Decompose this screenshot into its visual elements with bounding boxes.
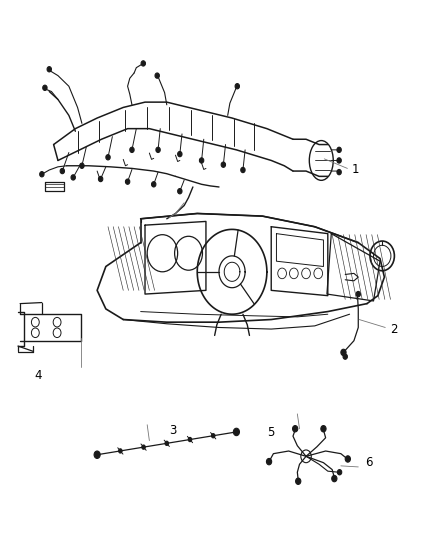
Circle shape xyxy=(293,425,298,432)
Circle shape xyxy=(241,167,245,173)
Circle shape xyxy=(337,158,341,163)
Text: 2: 2 xyxy=(390,322,398,336)
Circle shape xyxy=(343,354,347,359)
Circle shape xyxy=(40,172,44,177)
Circle shape xyxy=(337,169,341,175)
Circle shape xyxy=(141,61,145,66)
Text: 1: 1 xyxy=(352,164,359,176)
Circle shape xyxy=(106,155,110,160)
Circle shape xyxy=(152,182,156,187)
Circle shape xyxy=(178,151,182,157)
Circle shape xyxy=(47,67,51,72)
Circle shape xyxy=(266,458,272,465)
Circle shape xyxy=(99,176,103,182)
Text: 5: 5 xyxy=(268,426,275,439)
Circle shape xyxy=(119,449,122,453)
Circle shape xyxy=(332,475,337,482)
Circle shape xyxy=(233,428,240,435)
Circle shape xyxy=(130,147,134,152)
Circle shape xyxy=(80,163,84,168)
Circle shape xyxy=(296,478,301,484)
Circle shape xyxy=(221,162,226,167)
Circle shape xyxy=(71,175,75,180)
Text: 6: 6 xyxy=(365,456,372,469)
Circle shape xyxy=(60,168,64,174)
Circle shape xyxy=(188,438,192,442)
Circle shape xyxy=(337,470,342,475)
Circle shape xyxy=(212,434,215,438)
Circle shape xyxy=(321,425,326,432)
Circle shape xyxy=(341,349,346,356)
Circle shape xyxy=(43,85,47,91)
Circle shape xyxy=(156,147,160,152)
Circle shape xyxy=(142,445,145,449)
Text: 4: 4 xyxy=(35,369,42,382)
Circle shape xyxy=(199,158,204,163)
Circle shape xyxy=(94,451,100,458)
Circle shape xyxy=(165,441,169,446)
Circle shape xyxy=(345,456,350,462)
Text: 3: 3 xyxy=(170,424,177,437)
Circle shape xyxy=(155,73,159,78)
Circle shape xyxy=(125,179,130,184)
Circle shape xyxy=(178,189,182,194)
Circle shape xyxy=(235,84,240,89)
Circle shape xyxy=(356,292,360,297)
Circle shape xyxy=(337,147,341,152)
